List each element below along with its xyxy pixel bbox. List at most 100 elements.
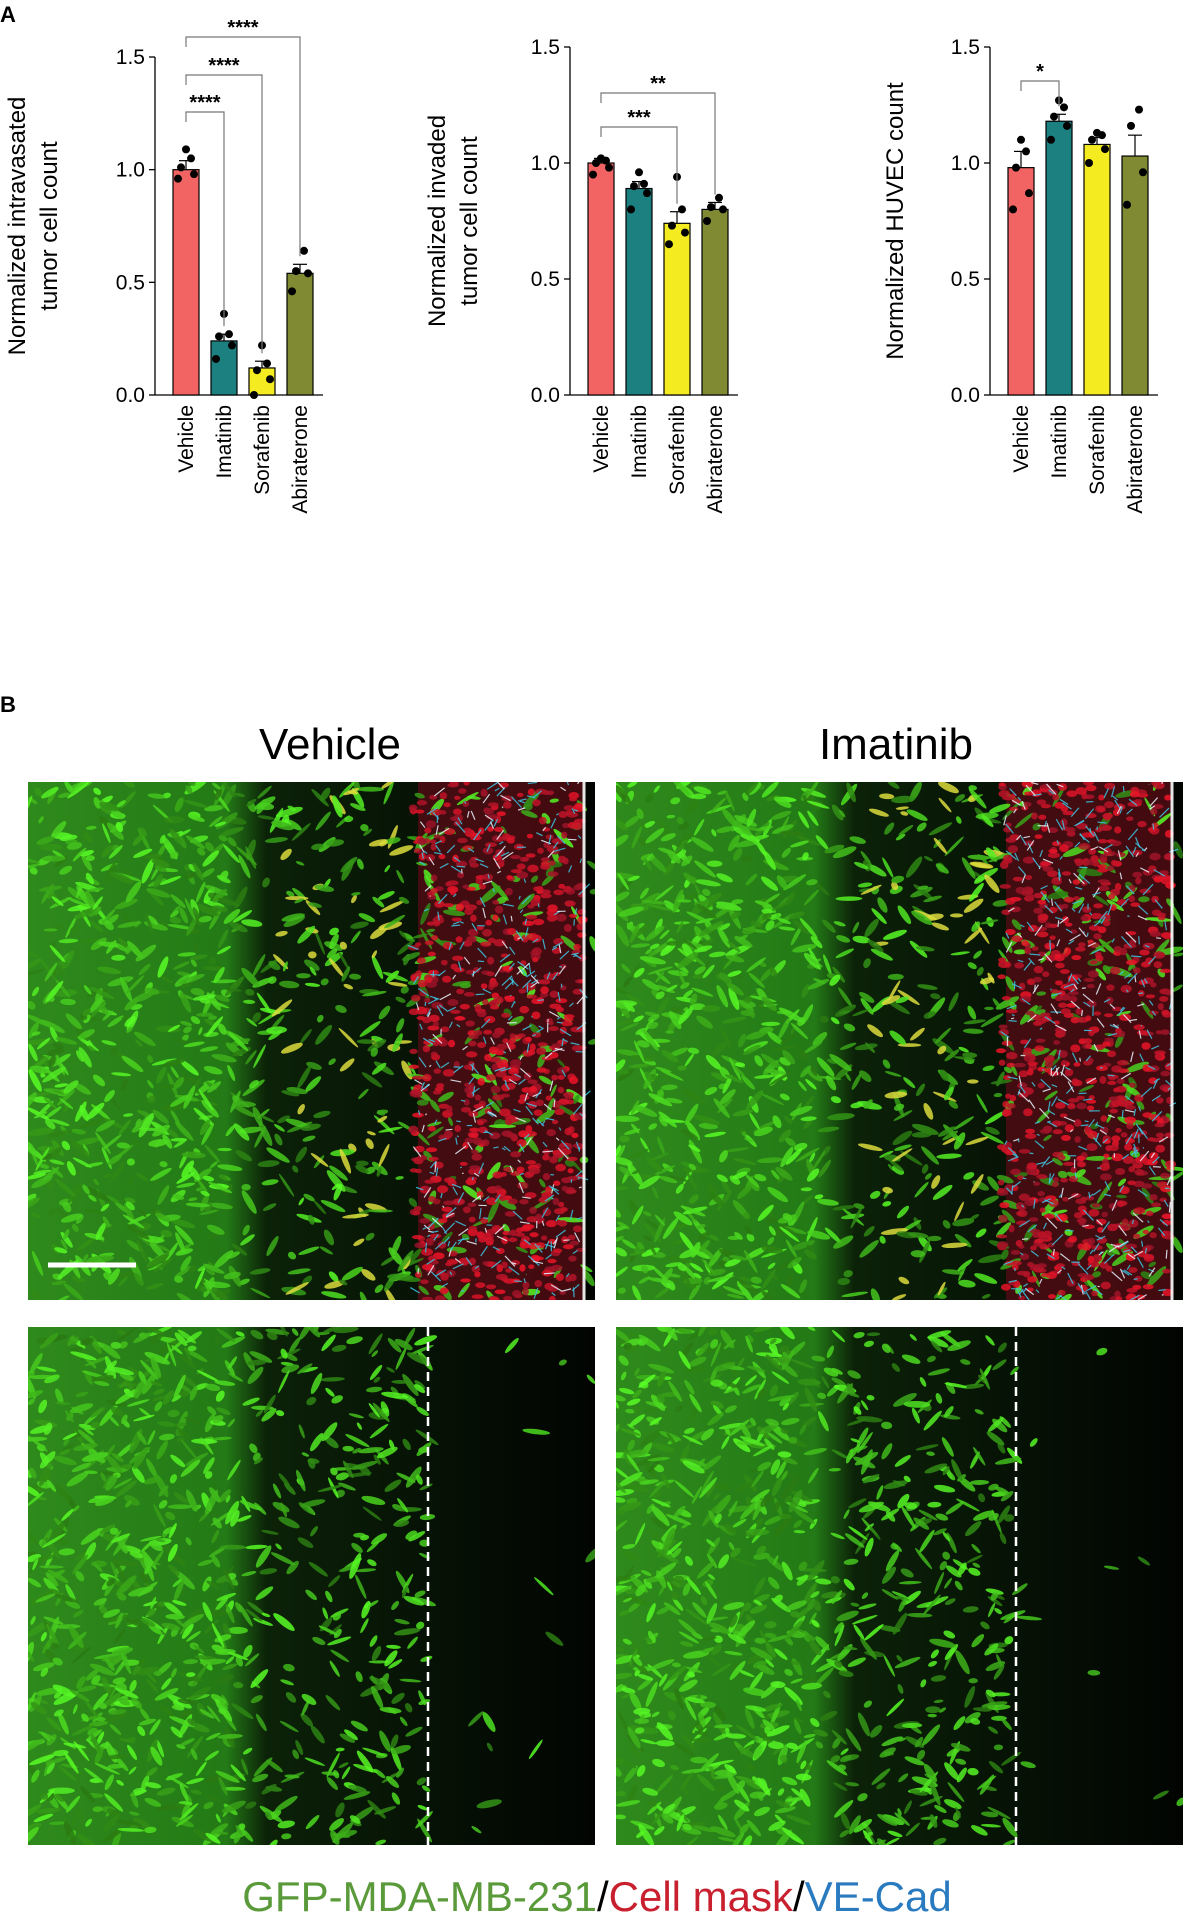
- bar: [1121, 155, 1149, 396]
- data-point: [665, 240, 673, 249]
- data-point: [630, 182, 638, 191]
- y-tick-label: 0.5: [531, 268, 560, 291]
- bar: [701, 208, 729, 396]
- chart-intravasated-svg: 0.0 0.5 1.0 1.5 Normalized intravasated tumor…: [4, 17, 323, 514]
- legend-separator: /: [596, 1873, 609, 1920]
- chart-invaded: 0.0 0.5 1.0 1.5 Normalized invaded tumor cell…: [420, 20, 780, 540]
- y-axis-label: tumor cell count: [36, 141, 63, 311]
- significance-bracket: [185, 111, 225, 327]
- y-tick-label: 0.0: [531, 384, 560, 407]
- significance-label: ****: [208, 55, 239, 77]
- data-point: [605, 163, 613, 172]
- panel-a-label: A: [0, 2, 16, 27]
- data-point: [228, 341, 236, 350]
- data-point: [304, 269, 312, 278]
- y-tick-label: 1.0: [116, 159, 145, 182]
- legend-ve-cad: VE-Cad: [804, 1873, 952, 1920]
- data-point: [263, 359, 271, 368]
- x-tick-label: Vehicle: [1010, 405, 1033, 473]
- data-point: [678, 205, 686, 214]
- data-point: [668, 221, 676, 230]
- bar: [663, 222, 691, 396]
- y-tick-label: 0.0: [116, 384, 145, 407]
- significance-label: ***: [627, 107, 651, 129]
- significance-label: ****: [189, 92, 220, 114]
- data-point: [292, 267, 300, 276]
- y-tick-label: 0.5: [116, 271, 145, 294]
- x-tick-label: Vehicle: [175, 405, 198, 473]
- x-tick-label: Abiraterone: [704, 405, 727, 514]
- data-point: [190, 170, 198, 179]
- channel-legend: GFP-MDA-MB-231/Cell mask/VE-Cad: [0, 1873, 1194, 1921]
- data-point: [1139, 168, 1147, 177]
- data-point: [250, 391, 258, 399]
- data-point: [1060, 103, 1068, 112]
- significance-bracket: [600, 126, 678, 204]
- y-tick-label: 0.0: [951, 384, 980, 407]
- data-point: [1127, 121, 1135, 130]
- micrograph-imatinib-gfp: [616, 1327, 1183, 1845]
- significance-bracket: [600, 92, 716, 195]
- data-point: [177, 163, 185, 172]
- data-point: [1123, 200, 1131, 209]
- y-tick-label: 1.5: [531, 36, 560, 59]
- data-point: [589, 170, 597, 179]
- data-point: [174, 174, 182, 183]
- bar: [587, 162, 615, 396]
- bar: [1045, 120, 1073, 396]
- chart-invaded-svg: 0.0 0.5 1.0 1.5 Normalized invaded tumor cell…: [424, 36, 738, 514]
- y-tick-label: 1.0: [951, 152, 980, 175]
- data-point: [719, 205, 727, 214]
- data-point: [300, 246, 308, 255]
- data-point: [1050, 112, 1058, 121]
- bar: [1007, 167, 1035, 396]
- data-point: [707, 203, 715, 212]
- data-point: [681, 228, 689, 237]
- data-point: [1012, 163, 1020, 172]
- chart-huvec-svg: 0.0 0.5 1.0 1.5 Normalized HUVEC count Vehicl…: [882, 36, 1158, 514]
- y-tick-label: 0.5: [951, 268, 980, 291]
- data-point: [1047, 135, 1055, 144]
- data-point: [1101, 145, 1109, 154]
- data-point: [597, 154, 605, 163]
- data-point: [1009, 205, 1017, 214]
- data-point: [1085, 159, 1093, 167]
- x-tick-label: Vehicle: [590, 405, 613, 473]
- y-axis-label: Normalized HUVEC count: [882, 82, 909, 360]
- y-tick-label: 1.5: [116, 46, 145, 69]
- x-tick-label: Imatinib: [1048, 405, 1071, 479]
- data-point: [187, 154, 195, 163]
- significance-bracket: [185, 74, 263, 354]
- significance-bracket: [1020, 80, 1060, 107]
- x-tick-label: Abiraterone: [289, 405, 312, 514]
- data-point: [627, 205, 635, 214]
- data-point: [1093, 128, 1101, 137]
- x-tick-label: Imatinib: [628, 405, 651, 479]
- micrograph-vehicle-merged: [28, 782, 595, 1300]
- x-tick-label: Abiraterone: [1124, 405, 1147, 514]
- x-tick-label: Sorafenib: [251, 405, 274, 495]
- x-tick-label: Sorafenib: [666, 405, 689, 495]
- data-point: [1063, 121, 1071, 130]
- data-point: [715, 193, 723, 202]
- chart-huvec: 0.0 0.5 1.0 1.5 Normalized HUVEC count Vehicl…: [830, 20, 1190, 540]
- x-tick-label: Imatinib: [213, 405, 236, 479]
- y-axis-label: Normalized intravasated: [4, 97, 31, 356]
- data-point: [1017, 135, 1025, 144]
- significance-label: *: [1036, 61, 1044, 83]
- legend-gfp: GFP-MDA-MB-231: [242, 1873, 597, 1920]
- significance-label: ****: [227, 17, 258, 39]
- micrograph-vehicle-gfp: [28, 1327, 595, 1845]
- data-point: [266, 375, 274, 384]
- data-point: [182, 145, 190, 154]
- significance-bracket: [185, 36, 301, 257]
- data-point: [635, 168, 643, 177]
- data-point: [1088, 135, 1096, 144]
- data-point: [215, 332, 223, 341]
- y-tick-label: 1.0: [531, 152, 560, 175]
- data-point: [1022, 147, 1030, 156]
- legend-separator: /: [793, 1873, 805, 1920]
- data-point: [703, 217, 711, 225]
- condition-title-vehicle: Vehicle: [259, 720, 401, 769]
- data-point: [640, 179, 648, 188]
